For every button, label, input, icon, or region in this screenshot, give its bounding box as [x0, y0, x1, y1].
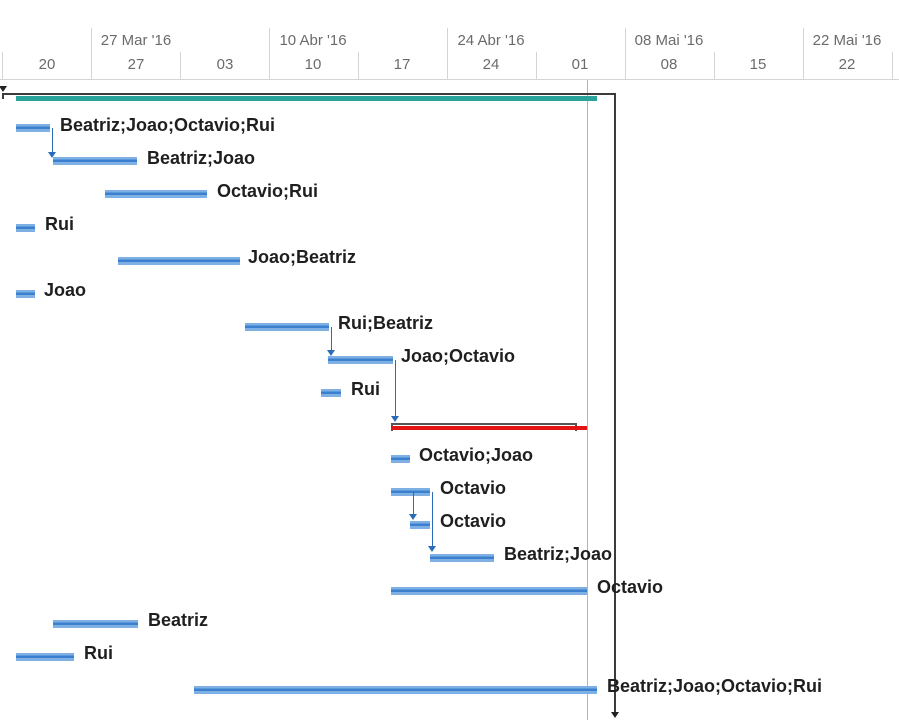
timescale-day-label: 24 — [482, 56, 500, 73]
task-resource-label: Octavio — [440, 511, 507, 531]
task-bar[interactable] — [328, 356, 393, 364]
summary-task-bar[interactable] — [16, 96, 597, 101]
timescale-divider — [2, 52, 3, 80]
timescale-divider — [180, 52, 181, 80]
dependency-link — [395, 360, 396, 418]
dependency-arrow — [391, 416, 399, 422]
timescale-week-label: 08 Mai '16 — [634, 32, 704, 49]
timescale-divider — [269, 28, 270, 80]
task-resource-label: Rui;Beatriz — [338, 313, 434, 333]
task-bar[interactable] — [391, 587, 587, 595]
task-resource-label: Joao;Octavio — [401, 346, 516, 366]
task-resource-label: Joao;Beatriz — [248, 247, 357, 267]
task-bar[interactable] — [16, 124, 50, 132]
timescale-divider — [536, 52, 537, 80]
task-bar[interactable] — [391, 488, 430, 496]
timescale-day-label: 08 — [660, 56, 678, 73]
task-resource-label: Rui — [351, 379, 380, 399]
task-resource-label: Beatriz;Joao — [504, 544, 613, 564]
dependency-link — [413, 492, 414, 516]
task-bar[interactable] — [118, 257, 240, 265]
task-bar[interactable] — [53, 157, 137, 165]
task-bar[interactable] — [16, 224, 35, 232]
task-resource-label: Joao — [44, 280, 87, 300]
timescale-week-label: 27 Mar '16 — [100, 32, 172, 49]
task-resource-label: Rui — [84, 643, 113, 663]
project-end-line — [614, 93, 616, 713]
dependency-arrow — [48, 152, 56, 158]
project-summary-bracket — [2, 93, 616, 95]
task-bar[interactable] — [245, 323, 329, 331]
dependency-link — [432, 492, 433, 548]
timescale-week-label: 10 Abr '16 — [279, 32, 347, 49]
timescale-week-label: 24 Abr '16 — [457, 32, 525, 49]
timescale-day-label: 03 — [216, 56, 234, 73]
project-start-arrow — [0, 86, 7, 92]
project-summary-bracket-left — [2, 93, 4, 99]
task-resource-label: Octavio — [597, 577, 664, 597]
task-bar[interactable] — [430, 554, 494, 562]
timescale-divider — [625, 28, 626, 80]
critical-summary-bar[interactable] — [391, 426, 587, 430]
project-end-arrow — [611, 712, 619, 718]
task-resource-label: Beatriz;Joao;Octavio;Rui — [607, 676, 823, 696]
status-date-line — [587, 80, 588, 720]
dependency-link — [52, 128, 53, 154]
task-bar[interactable] — [391, 455, 410, 463]
dependency-link — [331, 327, 332, 353]
task-resource-label: Rui — [45, 214, 74, 234]
timescale-day-label: 27 — [127, 56, 145, 73]
timescale-divider — [447, 28, 448, 80]
timescale-bottom-border — [0, 79, 899, 80]
task-bar[interactable] — [105, 190, 207, 198]
timescale-divider — [803, 28, 804, 80]
dependency-arrow — [327, 350, 335, 356]
timescale-divider — [358, 52, 359, 80]
task-resource-label: Octavio;Joao — [419, 445, 534, 465]
dependency-arrow — [428, 546, 436, 552]
task-resource-label: Octavio — [440, 478, 507, 498]
timescale-divider — [91, 28, 92, 80]
task-bar[interactable] — [16, 290, 35, 298]
task-bar[interactable] — [410, 521, 430, 529]
timescale-divider — [714, 52, 715, 80]
timescale-divider — [892, 52, 893, 80]
timescale-day-label: 10 — [304, 56, 322, 73]
task-bar[interactable] — [53, 620, 138, 628]
timescale-day-label: 17 — [393, 56, 411, 73]
task-resource-label: Beatriz;Joao — [147, 148, 256, 168]
task-resource-label: Octavio;Rui — [217, 181, 319, 201]
timescale-day-label: 22 — [838, 56, 856, 73]
task-resource-label: Beatriz — [148, 610, 209, 630]
task-bar[interactable] — [194, 686, 597, 694]
task-resource-label: Beatriz;Joao;Octavio;Rui — [60, 115, 276, 135]
dependency-arrow — [409, 514, 417, 520]
timescale-day-label: 01 — [571, 56, 589, 73]
timescale-day-label: 15 — [749, 56, 767, 73]
task-bar[interactable] — [16, 653, 74, 661]
timescale-week-label: 22 Mai '16 — [812, 32, 882, 49]
timescale-day-label: 20 — [38, 56, 56, 73]
timescale-header: 27 Mar '16 10 Abr '16 24 Abr '16 08 Mai … — [0, 0, 899, 80]
task-bar[interactable] — [321, 389, 341, 397]
